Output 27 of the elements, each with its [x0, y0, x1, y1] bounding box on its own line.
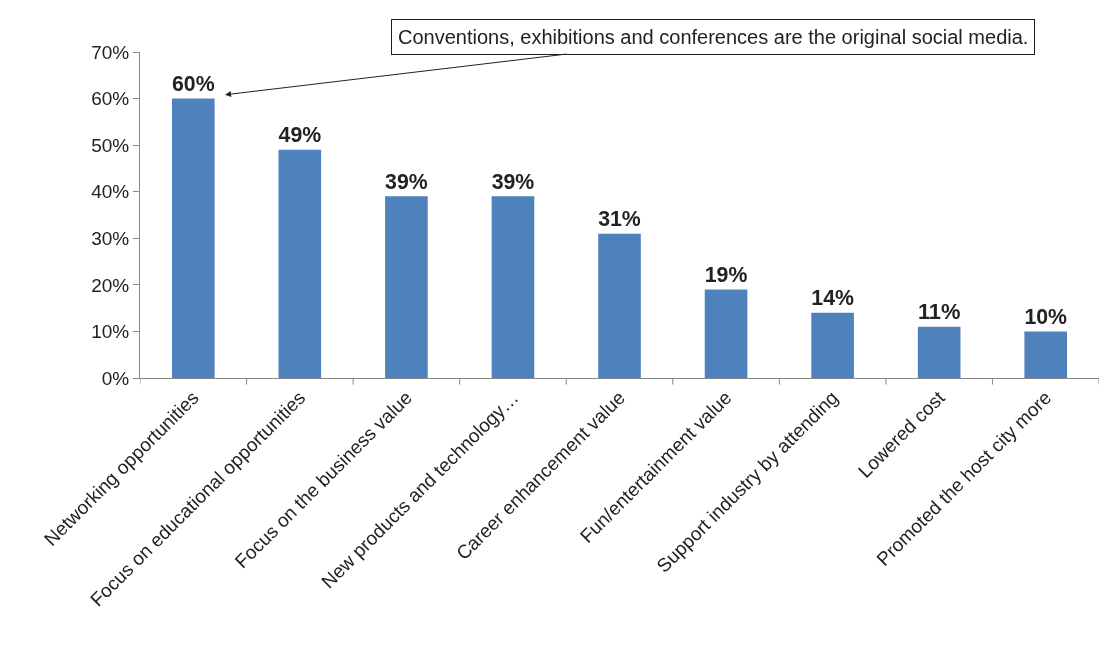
bar — [171, 98, 215, 378]
data-label: 39% — [491, 169, 535, 194]
y-tick-label: 60% — [91, 88, 130, 110]
data-label: 31% — [598, 206, 641, 231]
data-label: 11% — [917, 298, 961, 324]
data-label: 10% — [1024, 304, 1068, 329]
bar — [491, 196, 535, 378]
bar — [704, 289, 748, 378]
annotation: Conventions, exhibitions and conferences are the original social media. — [398, 26, 1029, 48]
data-label: 49% — [278, 122, 322, 147]
data-label: 19% — [704, 262, 748, 287]
y-tick-label: 20% — [91, 274, 130, 296]
y-tick-label: 50% — [91, 134, 130, 156]
bar — [385, 196, 428, 378]
y-tick-label: 70% — [91, 41, 130, 63]
data-label: 39% — [385, 169, 428, 194]
bar — [278, 149, 322, 378]
data-label: 14% — [811, 285, 854, 310]
y-tick-label: 10% — [91, 321, 130, 343]
y-tick-label: 30% — [91, 227, 130, 249]
data-label: 60% — [172, 71, 215, 96]
bar — [598, 233, 641, 378]
bar — [917, 326, 961, 378]
y-tick-label: 0% — [101, 367, 130, 389]
y-tick-label: 40% — [91, 181, 130, 203]
bar — [1024, 331, 1068, 378]
bar — [811, 312, 854, 378]
